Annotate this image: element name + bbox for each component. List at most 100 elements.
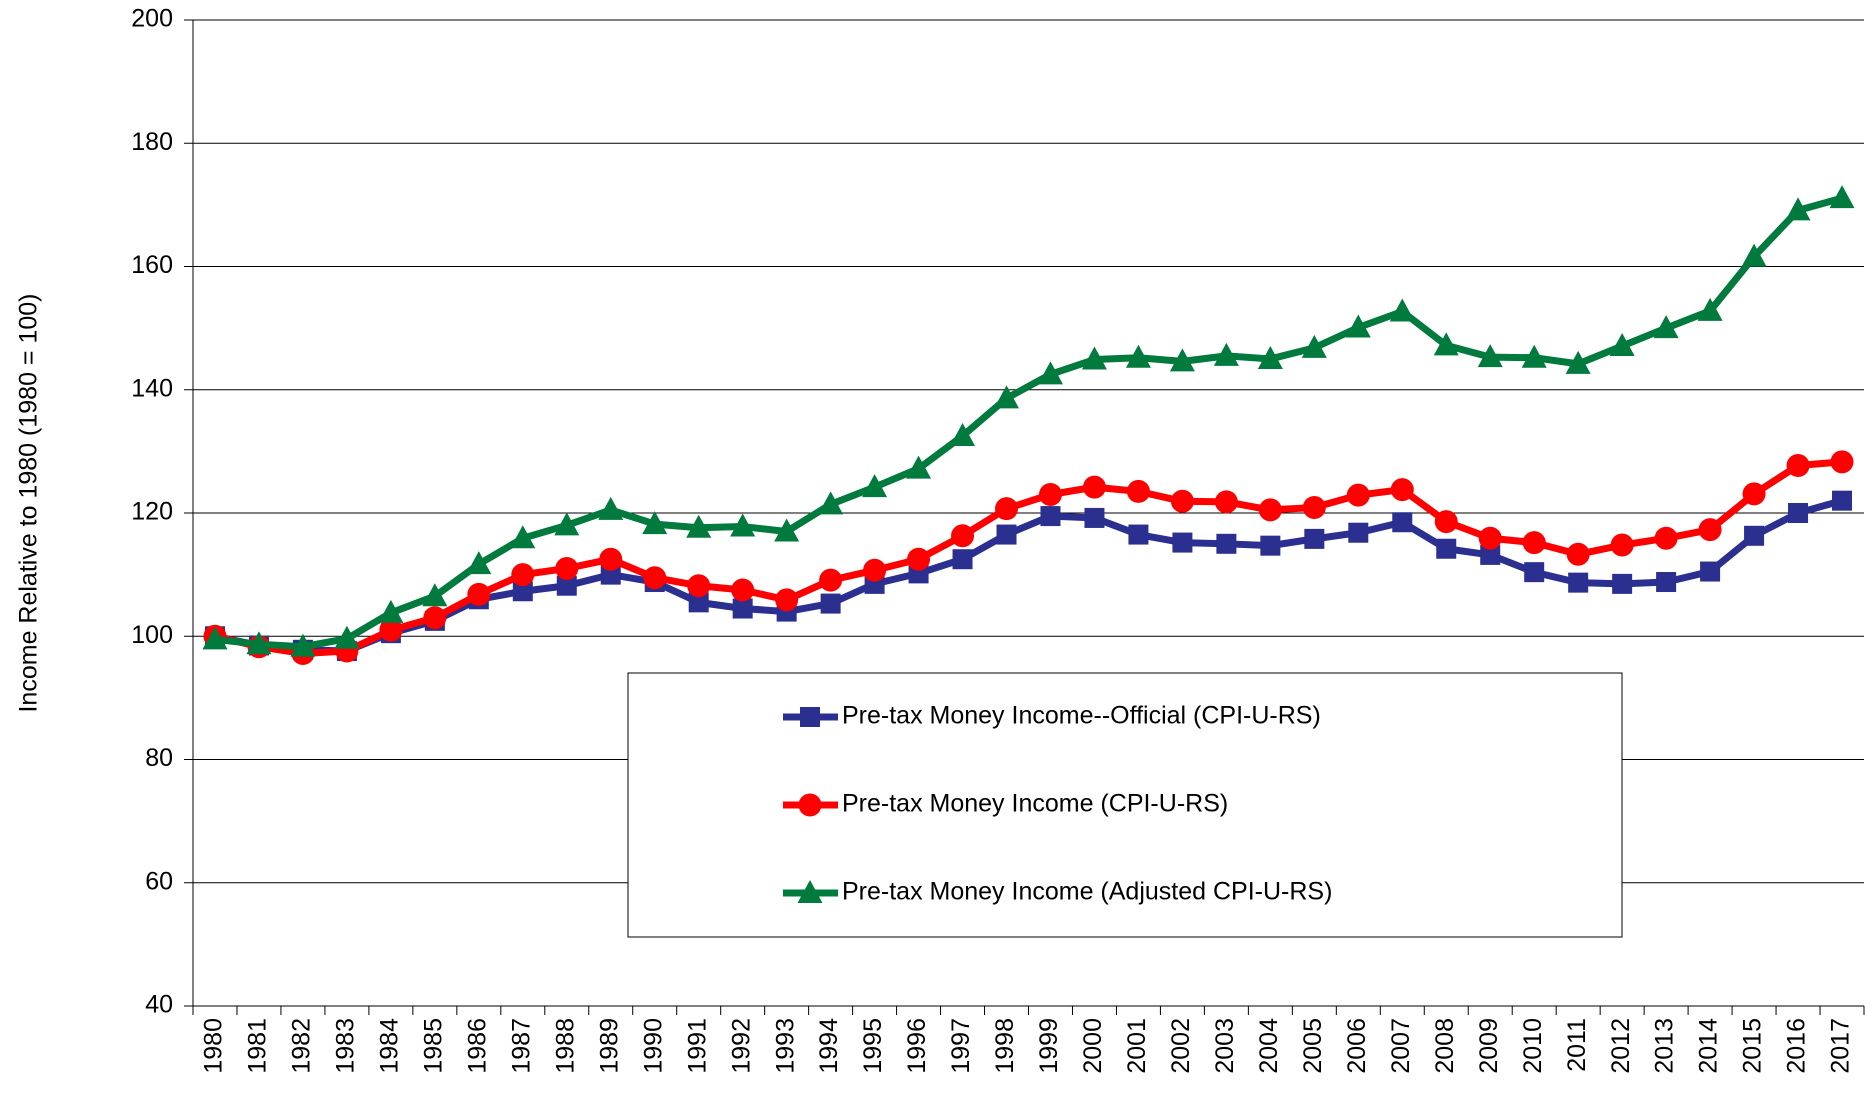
marker [423, 606, 447, 630]
marker [1477, 344, 1503, 368]
y-tick-label: 80 [145, 744, 173, 772]
marker [422, 583, 448, 607]
x-tick-label: 1997 [947, 1018, 975, 1074]
marker [511, 563, 535, 587]
y-tick-label: 100 [131, 621, 173, 649]
x-tick-label: 1990 [639, 1018, 667, 1074]
marker [512, 581, 533, 602]
marker [1788, 503, 1809, 523]
x-tick-label: 1981 [244, 1018, 272, 1074]
x-tick-label: 1982 [288, 1018, 316, 1074]
marker [246, 631, 272, 655]
marker [1568, 572, 1589, 593]
marker [1172, 532, 1193, 553]
marker [1521, 344, 1547, 368]
x-tick-label: 1998 [991, 1018, 1019, 1074]
y-tick-label: 60 [145, 867, 173, 895]
x-tick-label: 2003 [1211, 1018, 1239, 1074]
marker [1169, 348, 1195, 372]
x-tick-label: 1996 [903, 1018, 931, 1074]
marker [202, 626, 228, 650]
x-tick-label: 2000 [1079, 1018, 1107, 1074]
marker [1126, 479, 1150, 503]
x-tick-label: 1993 [771, 1018, 799, 1074]
marker [1346, 483, 1370, 507]
marker [555, 556, 579, 580]
x-tick-label: 2002 [1167, 1018, 1195, 1074]
y-axis-label: Income Relative to 1980 (1980 = 100) [15, 293, 43, 712]
x-tick-label: 2004 [1255, 1018, 1283, 1074]
y-tick-label: 180 [131, 128, 173, 156]
x-tick-label: 1984 [375, 1018, 403, 1074]
marker [1610, 533, 1634, 557]
x-tick-label: 2011 [1563, 1018, 1591, 1072]
legend-label: Pre-tax Money Income (CPI-U-RS) [842, 790, 1228, 818]
marker [995, 497, 1019, 521]
legend-label: Pre-tax Money Income--Official (CPI-U-RS… [842, 702, 1321, 730]
marker [599, 547, 623, 571]
marker [1258, 498, 1282, 522]
marker [1084, 507, 1105, 528]
marker [688, 592, 709, 613]
marker [1742, 482, 1766, 506]
marker [951, 524, 975, 548]
marker [1480, 544, 1501, 565]
marker [952, 549, 973, 570]
x-tick-label: 1985 [419, 1018, 447, 1074]
x-tick-label: 1988 [551, 1018, 579, 1074]
marker [818, 491, 844, 515]
marker [600, 564, 621, 585]
x-tick-label: 1994 [815, 1018, 843, 1074]
y-tick-label: 120 [131, 498, 173, 526]
marker [1213, 342, 1239, 366]
x-tick-label: 2014 [1695, 1018, 1723, 1074]
marker [1830, 450, 1854, 474]
marker [1612, 573, 1633, 594]
series [203, 450, 1854, 666]
y-tick-label: 160 [131, 251, 173, 279]
marker [1741, 243, 1767, 267]
marker [863, 558, 887, 582]
marker [996, 524, 1017, 545]
x-tick-label: 2007 [1387, 1018, 1415, 1074]
marker [1390, 478, 1414, 502]
marker [1434, 510, 1458, 534]
x-tick-label: 2005 [1299, 1018, 1327, 1074]
marker [1216, 533, 1237, 554]
y-tick-label: 140 [131, 374, 173, 402]
marker [1304, 528, 1325, 549]
x-tick-label: 1980 [200, 1018, 228, 1074]
marker [1037, 361, 1063, 385]
marker [1653, 315, 1679, 339]
marker [1609, 332, 1635, 356]
marker [1698, 518, 1722, 542]
x-tick-label: 1995 [859, 1018, 887, 1074]
marker [290, 633, 316, 657]
marker [1700, 561, 1721, 582]
x-tick-label: 1983 [332, 1018, 360, 1074]
marker [556, 575, 577, 596]
x-tick-label: 2009 [1475, 1018, 1503, 1074]
marker [950, 422, 976, 446]
series [202, 185, 1855, 657]
marker [1345, 314, 1371, 338]
series [204, 490, 1853, 662]
marker [1082, 475, 1106, 499]
marker [1478, 526, 1502, 550]
marker [598, 496, 624, 520]
marker [1654, 526, 1678, 550]
marker [1348, 522, 1369, 543]
marker [467, 582, 491, 606]
marker [731, 578, 755, 602]
marker [797, 880, 823, 903]
marker [687, 574, 711, 598]
marker [642, 511, 668, 535]
marker [1786, 454, 1810, 478]
line [214, 458, 1843, 658]
x-tick-label: 2006 [1343, 1018, 1371, 1074]
marker [820, 593, 841, 614]
marker [1656, 572, 1677, 593]
marker [906, 455, 932, 479]
